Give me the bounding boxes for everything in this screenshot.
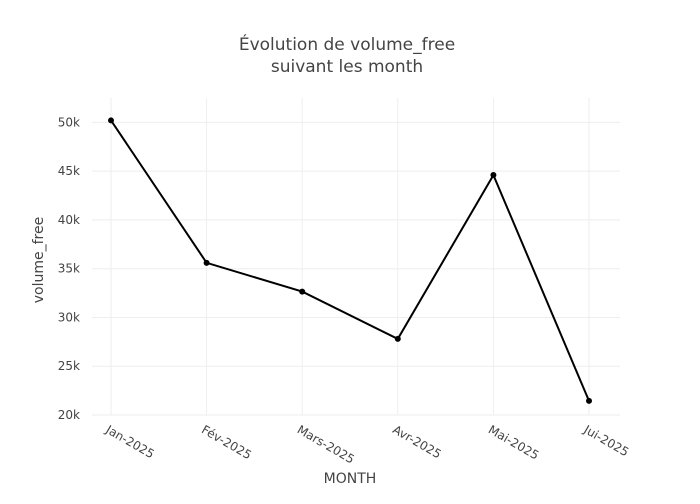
x-axis-ticks: Jan-2025 Fév-2025 Mars-2025 Avr-2025 Mai-202… — [103, 422, 632, 467]
chart-title-line-2: suivant les month — [271, 57, 423, 77]
data-point[interactable] — [203, 259, 210, 266]
data-point[interactable] — [586, 397, 592, 404]
y-tick-label: 20k — [58, 408, 80, 422]
y-tick-label: 35k — [58, 262, 80, 276]
y-tick-label: 40k — [58, 213, 80, 227]
data-point[interactable] — [394, 335, 401, 342]
x-tick-label: Mai-2025 — [486, 422, 541, 462]
data-point[interactable] — [299, 288, 306, 295]
x-tick-label: Jan-2025 — [103, 422, 157, 461]
data-points — [108, 117, 592, 404]
y-axis-title: volume_free — [31, 217, 47, 303]
data-point[interactable] — [490, 172, 497, 179]
x-tick-label: Mars-2025 — [295, 422, 357, 466]
y-tick-label: 45k — [58, 164, 80, 178]
data-point[interactable] — [108, 117, 114, 124]
y-axis-ticks: 20k 25k 30k 35k 40k 45k 50k — [58, 115, 80, 422]
x-tick-label: Jui-2025 — [581, 422, 632, 459]
x-tick-label: Fév-2025 — [199, 422, 254, 462]
y-tick-label: 30k — [58, 310, 80, 324]
series-line — [110, 119, 590, 402]
x-tick-label: Avr-2025 — [390, 422, 443, 461]
y-tick-label: 25k — [58, 359, 80, 373]
x-axis-title: MONTH — [324, 471, 377, 487]
grid-layer — [92, 98, 620, 416]
chart-title-line-1: Évolution de volume_free — [239, 33, 455, 55]
y-tick-label: 50k — [58, 115, 80, 129]
